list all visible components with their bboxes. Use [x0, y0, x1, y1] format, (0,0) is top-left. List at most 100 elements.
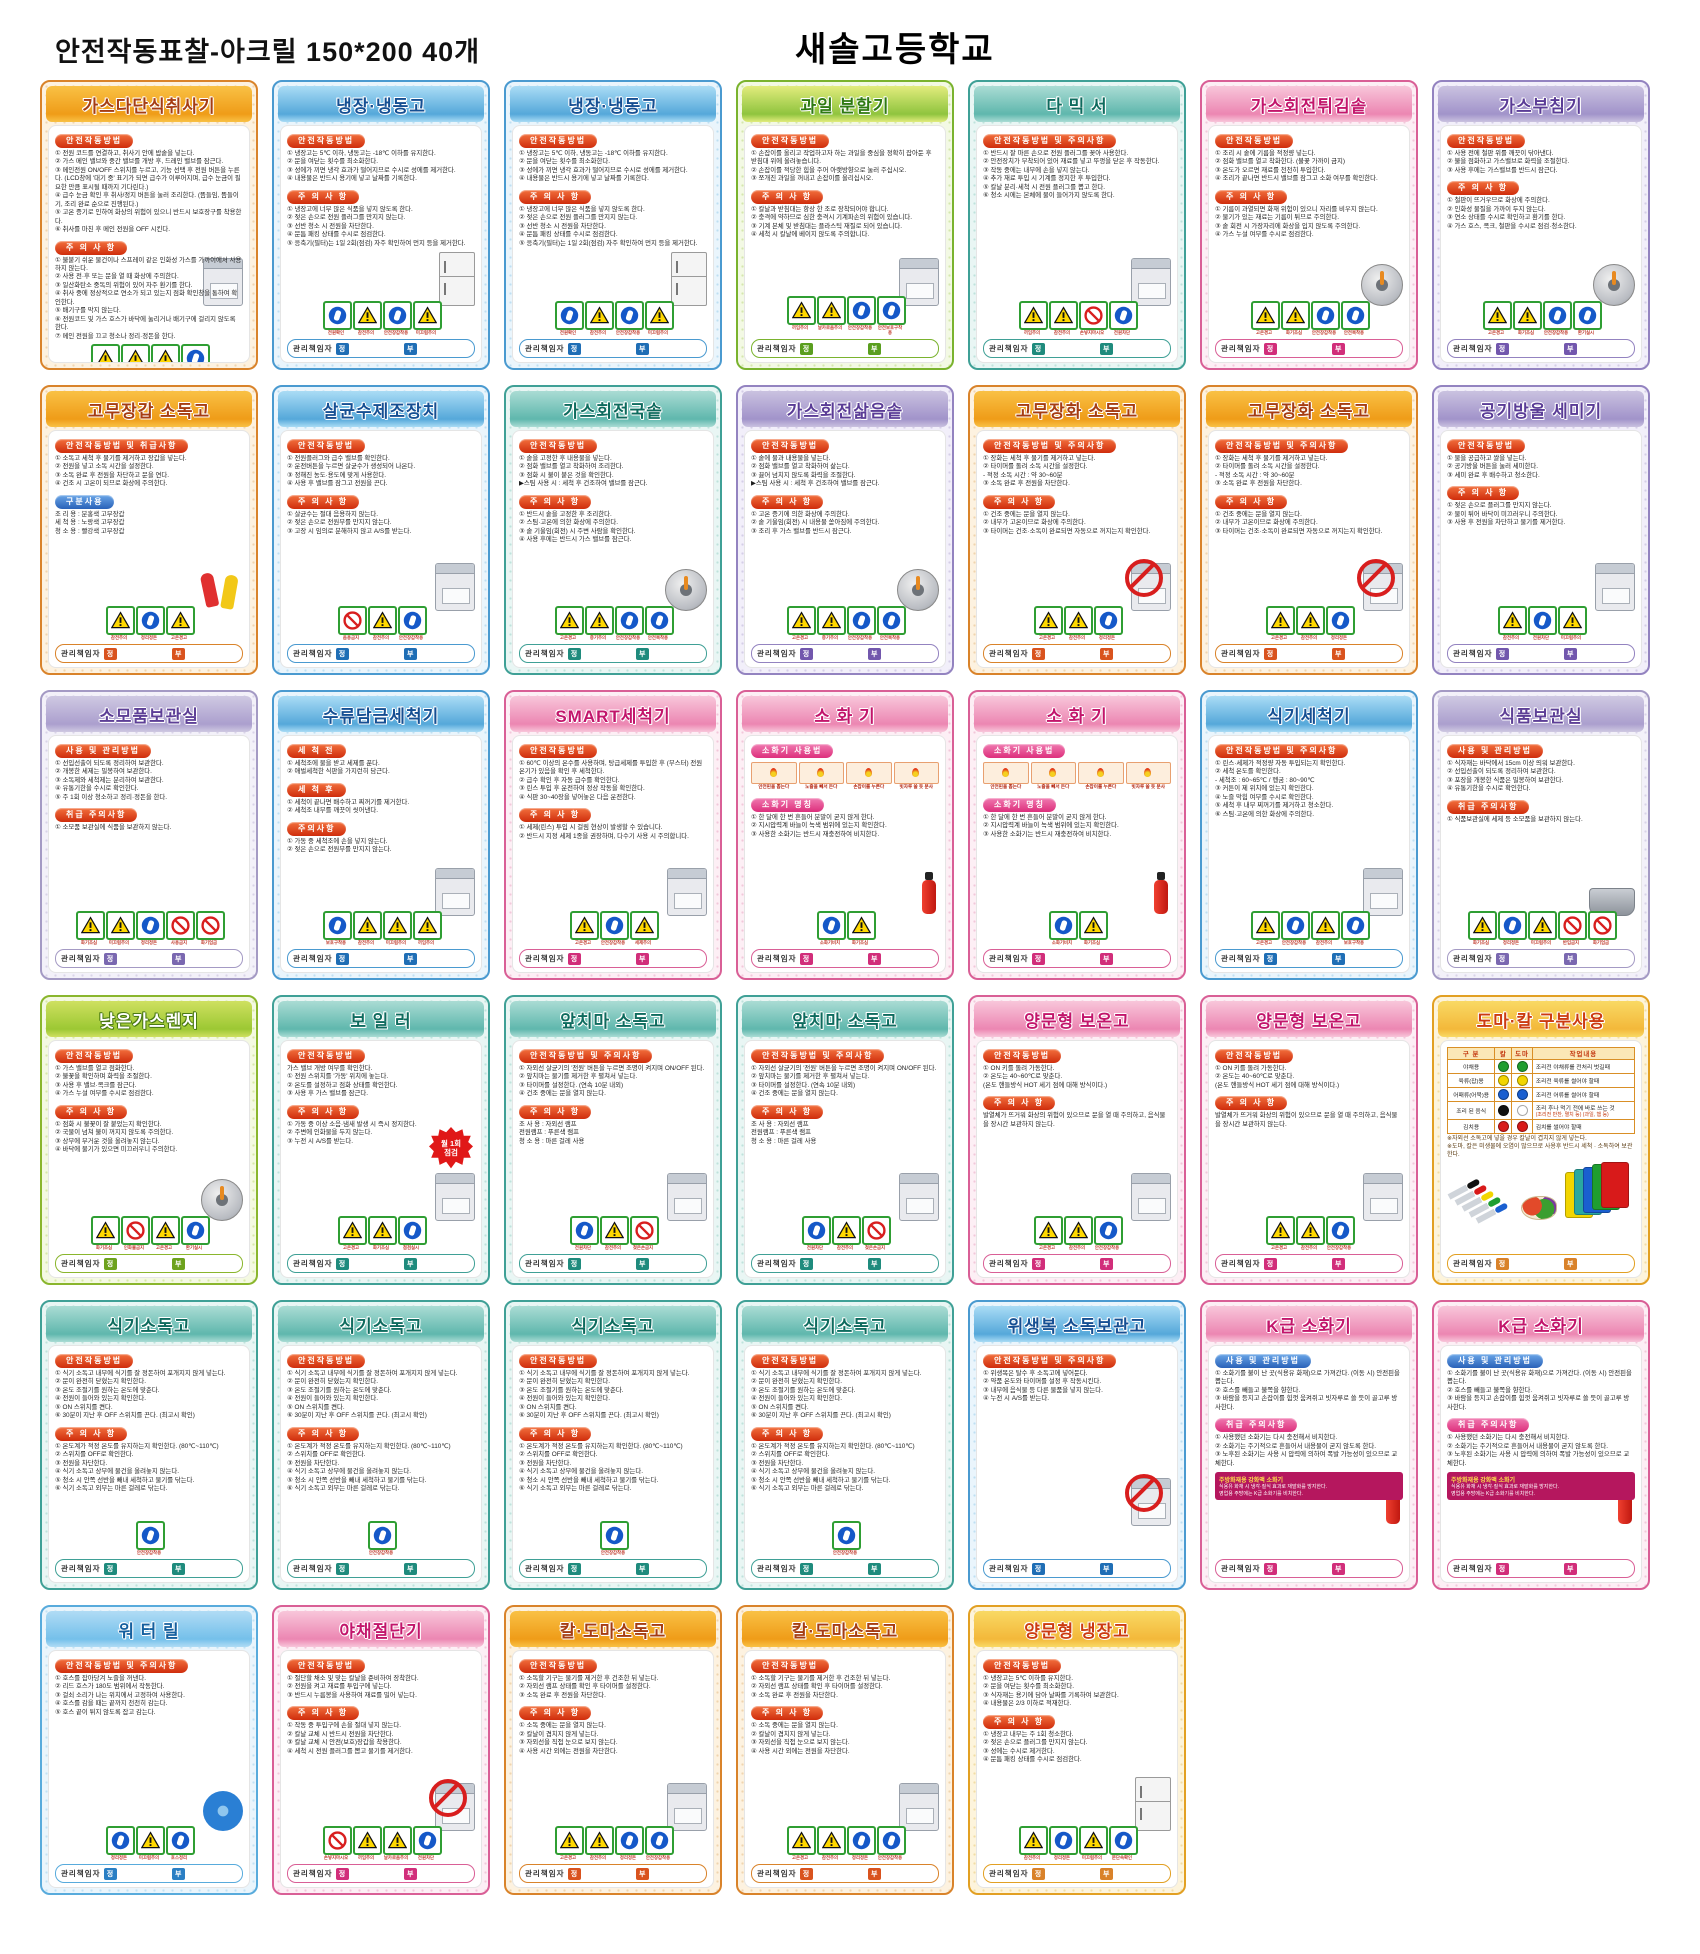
bu-blank — [652, 954, 701, 964]
instruction-line: ② 젖은 손으로 플러그를 만지지 않는다. — [983, 1739, 1088, 1747]
manager-footer: 관리책임자 정 부 — [519, 1254, 707, 1273]
placard-section: 안전작동방법 및 주의사항 ① 자외선 살균기의 '전원' 버튼을 누르면 조명이… — [519, 1045, 707, 1099]
pictogram-label: 보호구착용 — [1343, 940, 1365, 946]
pictogram-box — [801, 1216, 831, 1246]
pictogram-box — [1280, 911, 1310, 941]
pictogram-label: 감전주의 — [821, 1855, 839, 1861]
instruction-line: ③ 성에가 끼면 냉각 효과가 떨어지므로 수시로 성에를 제거한다. — [519, 166, 688, 174]
safety-pictogram-row: 고온경고 안전장갑착용 감전주의 보호구착용 — [1215, 910, 1403, 947]
mandatory-circle-icon — [1346, 916, 1364, 935]
mandatory-circle-icon — [141, 1526, 159, 1545]
instruction-line: ④ 추가 재료 투입 시 기계를 정지한 후 투입한다. — [983, 175, 1111, 183]
mandatory-circle-icon — [620, 611, 638, 630]
placard-title: 야채절단기 — [339, 1621, 423, 1641]
instruction-line: 가스 밸브 개방 여부를 확인한다. — [287, 1065, 373, 1072]
table-row: 김치용 김치를 썰어야 할때 — [1446, 1119, 1636, 1134]
instruction-line: ② 전원을 넣고 소독 시간을 설정한다. — [55, 463, 154, 471]
section-header: 주 의 사 항 — [519, 1104, 592, 1119]
pictogram-label: 고온경고 — [1038, 635, 1056, 641]
safety-pictogram: 정리정돈 — [614, 1826, 644, 1861]
placard-section: 안전작동방법 및 주의사항 ① 장화는 세척 후 물기를 제거하고 넣는다. ② 타… — [983, 435, 1171, 489]
bu-blank — [1348, 1564, 1397, 1574]
safety-pictogram: 감전주의 — [1295, 606, 1325, 641]
placard-card: 양문형 냉장고 안전작동방법 ① 냉장고는 5℃ 이하를 유지한다. ② 문을 여닫는… — [968, 1605, 1186, 1895]
instruction-line: ⑥ 30분이 지난 후 OFF 스위치를 끈다. (최고시 확인) — [287, 1412, 427, 1420]
equipment-image — [203, 258, 243, 306]
pictogram-box — [1250, 911, 1280, 941]
safety-pictogram: 안전장갑착용 — [876, 1826, 906, 1861]
placard-title: 앞치마 소독고 — [792, 1011, 898, 1031]
jung-blank — [352, 344, 401, 354]
warning-triangle-icon — [559, 611, 579, 629]
safety-pictogram: 감전주의 — [1310, 911, 1340, 946]
safety-pictogram: 감전주의 — [584, 301, 614, 336]
mandatory-circle-icon — [1548, 306, 1566, 325]
instruction-line: 청 소 용 : 마른 걸레 사용 — [519, 1137, 585, 1145]
instruction-line: ④ 가스 호스, 콕크, 철판을 수시로 점검·청소한다. — [1447, 222, 1577, 230]
pictogram-label: 정리정돈 — [851, 1855, 869, 1861]
safety-pictogram: 반입금지 — [1557, 911, 1587, 946]
manager-footer: 관리책임자 정 부 — [287, 1559, 475, 1578]
bu-stamp: 부 — [403, 1867, 417, 1880]
knife-color-cell — [1494, 1119, 1513, 1134]
pictogram-label: 환기실시 — [185, 1245, 203, 1251]
safety-pictogram: 감전주의 — [367, 606, 397, 641]
mandatory-circle-icon — [1503, 916, 1521, 935]
fire-extinguisher-image — [919, 872, 939, 916]
instruction-line: ① 선입선출이 되도록 정리하여 보관한다. — [55, 760, 164, 767]
bu-stamp: 부 — [635, 1257, 649, 1270]
bu-blank — [652, 1869, 701, 1879]
warning-triangle-icon — [1315, 916, 1335, 934]
jung-blank — [584, 344, 633, 354]
jung-blank — [1048, 1869, 1097, 1879]
pictogram-label: 사용금지 — [170, 940, 188, 946]
section-header: 주 의 사 항 — [983, 1096, 1056, 1111]
placard-section: 안전작동방법 ① ON 키를 돌려 가동한다. ② 온도는 40~60℃로 맞춘다.… — [1215, 1045, 1403, 1090]
instruction-line: ▶스팀 사용 시 : 세척 후 건조하여 밸브를 잠근다. — [751, 480, 880, 488]
manager-footer: 관리책임자 정 부 — [1447, 644, 1635, 663]
placard-section: 사용 및 관리방법 ① 소화기를 불이 난 곳(식용유 화재)으로 가져간다. (… — [1447, 1350, 1635, 1412]
section-header: 안전작동방법 — [519, 1354, 598, 1368]
warning-triangle-icon — [1255, 916, 1275, 934]
instruction-line: ① 사용 전에 철판 위를 깨끗이 닦아낸다. — [1447, 150, 1554, 157]
safety-pictogram: 감전주의 — [1295, 1216, 1325, 1251]
manager-label: 관리책임자 — [989, 1869, 1029, 1878]
safety-pictogram-row: 화기조심 인화물금지 고온경고 환기실시 — [55, 1215, 243, 1252]
instruction-line: ① 점화 시 불꽃이 잘 붙었는지 확인한다. — [55, 1120, 162, 1128]
pictogram-box — [397, 1216, 427, 1246]
extinguisher-step: 노즐을 빼서 든다 — [798, 762, 844, 790]
instruction-line: ② 공기방울 버튼을 눌러 세미한다. — [1447, 463, 1539, 471]
manager-footer: 관리책임자 정 부 — [751, 339, 939, 358]
safety-pictogram: 감전주의 — [816, 1826, 846, 1861]
safety-pictogram: 음용금지 — [337, 606, 367, 641]
pictogram-label: 감전주의 — [110, 635, 128, 641]
warning-triangle-icon — [1472, 916, 1492, 934]
placard-card: 칼·도마소독고 안전작동방법 ① 소독할 기구는 물기를 제거한 후 건조한 뒤 넣… — [736, 1605, 954, 1895]
instruction-line: ② 가스 메인 밸브와 중간 밸브를 개방 후, 드레인 밸브를 잠근다. — [55, 158, 224, 166]
placard-title: 소 화 기 — [1046, 706, 1108, 726]
safety-pictogram: 정리정돈 — [135, 911, 165, 946]
placard-body: 소화기 사용법 안전핀을 뽑는다 노즐을 빼서 든다 손잡이를 누른다 빗자루 쓸 듯 … — [976, 735, 1178, 973]
pictogram-label: 미끄럼주의 — [647, 330, 669, 336]
instruction-line: ③ 전원을 차단한다. — [751, 1459, 804, 1467]
instruction-line: ① 온도계가 적정 온도를 유지하는지 확인한다. (80℃~110℃) — [519, 1442, 683, 1450]
section-header: 세 척 후 — [287, 782, 346, 797]
instruction-line: ③ 온도 조절기를 원하는 온도에 맞춘다. — [55, 1386, 160, 1394]
instruction-line: ② 세척조 내부를 깨끗이 씻어낸다. — [287, 807, 379, 815]
equipment-illustration — [1361, 264, 1403, 306]
placard-card: 식품보관실 사용 및 관리방법 ① 식자재는 바닥에서 15cm 이상 띄워 보관한… — [1432, 690, 1650, 980]
jung-stamp: 정 — [335, 647, 349, 660]
placard-body: 안전작동방법 ① 가스 밸브를 열고 점화한다. ② 불꽃을 확인하며 화력을 조절… — [48, 1040, 250, 1278]
jung-blank — [120, 954, 169, 964]
instruction-line: ⑥ 전원코드 및 가스 호스가 바닥에 눌리거나 배기구에 걸리지 않도록 한다… — [55, 315, 236, 332]
k-class-info-box: 주방화재용 강화액 소화기 식용유 화재 시 냉각·질식 효과로 재발화를 방지한… — [1447, 1472, 1635, 1501]
placard-title-bar: 위생복 소독보관고 — [974, 1306, 1180, 1342]
instruction-line: ③ 선반 청소 시 전원을 차단한다. — [519, 222, 606, 230]
safety-pictogram-row: 끼임주의 날카로움주의 안전장갑착용 안전보호구착용 — [751, 295, 939, 337]
pictogram-label: 감전주의 — [589, 330, 607, 336]
instruction-line: ③ 쪼개진 과일을 꺼내고 손잡이를 올리십시오. — [751, 175, 874, 183]
